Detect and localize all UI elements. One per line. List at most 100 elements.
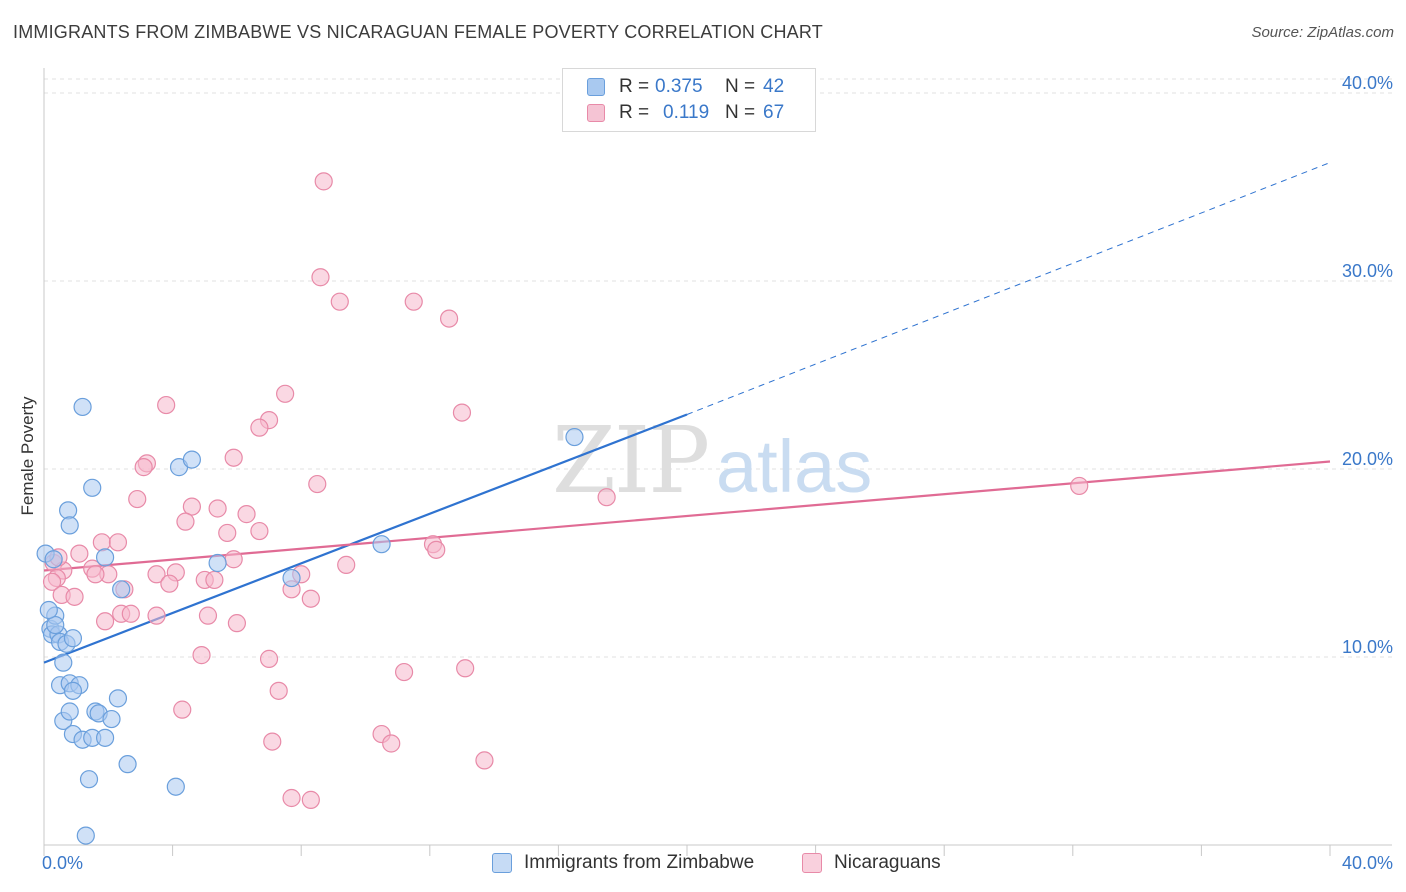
legend-label: Nicaraguans bbox=[834, 852, 941, 873]
nicaraguan-point bbox=[182, 497, 201, 516]
nicaraguan-point bbox=[427, 540, 446, 559]
correlation-legend: R = 0.375 N = 42 R = 0.119 N = 67 bbox=[562, 68, 816, 132]
nicaraguan-point bbox=[452, 403, 472, 422]
nicaraguan-point bbox=[276, 384, 295, 403]
zimbabwe-point bbox=[83, 478, 102, 497]
nicaraguan-point bbox=[1070, 476, 1089, 496]
nicaraguan-point bbox=[269, 681, 288, 700]
nicaraguan-point bbox=[301, 589, 320, 608]
grid-lines bbox=[44, 78, 1392, 658]
zimbabwe-point bbox=[59, 501, 78, 520]
nicaraguan-point bbox=[208, 499, 227, 518]
zimbabwe-point bbox=[60, 702, 79, 721]
watermark-zip: ZIP bbox=[552, 407, 708, 514]
legend-item-nicaraguans: Nicaraguans bbox=[802, 852, 941, 874]
watermark-atlas: atlas bbox=[716, 425, 872, 508]
nicaraguan-point bbox=[70, 544, 89, 563]
nicaraguan-point bbox=[176, 512, 195, 531]
r-label: R = bbox=[619, 76, 650, 97]
y-tick-label: 40.0% bbox=[1342, 73, 1393, 93]
nicaraguan-point bbox=[160, 574, 179, 593]
tick-labels: 10.0% 20.0% 30.0% 40.0% 0.0% 40.0% bbox=[42, 73, 1393, 873]
nicaraguan-point bbox=[192, 646, 211, 665]
nicaraguan-point bbox=[108, 533, 128, 552]
r-value: 0.375 bbox=[655, 76, 703, 97]
nicaraguan-point bbox=[237, 505, 256, 524]
source-credit: Source: ZipAtlas.com bbox=[1251, 24, 1394, 41]
nicaraguan-point bbox=[301, 790, 320, 809]
n-label: N = bbox=[725, 76, 756, 97]
n-value: 67 bbox=[763, 102, 785, 123]
nicaraguan-point bbox=[259, 649, 279, 668]
zimbabwe-point bbox=[182, 450, 201, 469]
watermark: ZIP atlas bbox=[552, 407, 872, 514]
zimbabwe-point bbox=[39, 600, 58, 620]
legend-item-zimbabwe: Immigrants from Zimbabwe bbox=[492, 852, 754, 874]
zimbabwe-point bbox=[208, 553, 227, 573]
zimbabwe-point bbox=[60, 516, 79, 535]
r-value: 0.119 bbox=[663, 102, 710, 123]
zimbabwe-point bbox=[166, 777, 185, 796]
nicaraguan-point bbox=[456, 659, 475, 678]
zimbabwe-point bbox=[102, 709, 121, 729]
nicaraguan-point bbox=[311, 268, 330, 287]
y-tick-label: 20.0% bbox=[1342, 449, 1393, 469]
nicaraguan-point bbox=[128, 489, 147, 509]
x-tick-label: 0.0% bbox=[42, 853, 83, 873]
nicaraguan-point bbox=[121, 604, 140, 623]
nicaraguan-point bbox=[250, 521, 269, 541]
nicaraguan-point bbox=[597, 488, 616, 507]
zimbabwe-trend-extension bbox=[686, 162, 1331, 415]
nicaraguan-point bbox=[86, 565, 105, 584]
nicaraguan-point bbox=[218, 523, 237, 543]
legend-row-nicaraguans: R = 0.119 N = 67 bbox=[587, 101, 784, 125]
nicaraguan-point bbox=[394, 662, 414, 682]
zimbabwe-point bbox=[54, 653, 73, 672]
zimbabwe-point bbox=[73, 397, 92, 417]
zimbabwe-point bbox=[108, 689, 128, 708]
zimbabwe-point bbox=[44, 550, 63, 569]
nicaraguan-point bbox=[227, 614, 246, 633]
nicaraguan-point bbox=[65, 587, 84, 606]
zimbabwe-point bbox=[112, 580, 131, 599]
nicaraguan-point bbox=[263, 732, 282, 751]
nicaraguan-point bbox=[308, 474, 327, 494]
nicaraguan-point bbox=[282, 788, 301, 808]
zimbabwe-point bbox=[76, 826, 95, 845]
nicaraguan-point bbox=[314, 172, 333, 191]
zimbabwe-point bbox=[282, 568, 301, 588]
nicaraguan-point bbox=[330, 292, 349, 311]
nicaraguan-point bbox=[337, 555, 356, 574]
zimbabwe-point bbox=[95, 728, 115, 747]
nicaraguan-point bbox=[205, 570, 224, 590]
zimbabwe-point bbox=[372, 535, 391, 554]
nicaraguan-point bbox=[173, 700, 192, 719]
n-value: 42 bbox=[763, 76, 785, 97]
nicaraguan-trend-line bbox=[43, 460, 1331, 572]
legend-row-zimbabwe: R = 0.375 N = 42 bbox=[587, 75, 784, 99]
legend-swatch-blue bbox=[492, 853, 512, 873]
nicaraguan-point bbox=[134, 458, 153, 477]
zimbabwe-point bbox=[63, 629, 83, 648]
zimbabwe-point bbox=[565, 427, 584, 447]
nicaraguan-point bbox=[439, 309, 459, 328]
nicaraguan-point bbox=[224, 448, 243, 467]
nicaraguan-point bbox=[382, 734, 401, 753]
nicaraguan-point bbox=[250, 418, 269, 437]
data-points bbox=[36, 172, 1089, 845]
legend-label: Immigrants from Zimbabwe bbox=[524, 852, 755, 873]
legend-swatch-pink bbox=[802, 853, 822, 873]
axes bbox=[43, 68, 1392, 856]
n-label: N = bbox=[725, 102, 756, 123]
x-tick-label: 40.0% bbox=[1342, 853, 1393, 873]
nicaraguan-point bbox=[404, 292, 423, 311]
zimbabwe-point bbox=[95, 548, 115, 567]
zimbabwe-point bbox=[46, 615, 65, 635]
zimbabwe-trend-line bbox=[43, 413, 688, 664]
zimbabwe-point bbox=[118, 755, 137, 774]
y-tick-label: 10.0% bbox=[1342, 637, 1393, 657]
series-legend: Immigrants from Zimbabwe Nicaraguans bbox=[0, 852, 1406, 878]
y-tick-label: 30.0% bbox=[1342, 261, 1393, 281]
legend-swatch-blue bbox=[587, 78, 605, 96]
nicaraguan-point bbox=[198, 606, 218, 625]
